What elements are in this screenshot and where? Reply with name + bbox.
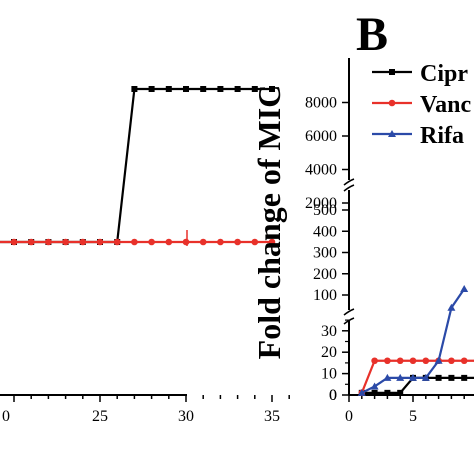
panel-b-y-tick-label: 300 <box>313 245 337 262</box>
panel-a-series-1-point <box>62 238 69 246</box>
panel-b-series-rifa-point <box>447 303 456 311</box>
panel-a-x-tick-label: 30 <box>178 408 194 425</box>
panel-b-y-tick-label: 0 <box>329 387 337 404</box>
panel-b-y-tick-label: 200 <box>313 266 337 283</box>
legend-entry-label: Rifa <box>420 123 464 149</box>
panel-b-y-tick-label: 6000 <box>305 128 337 145</box>
panel-a-series-0-point <box>165 86 172 92</box>
panel-a-series-1-point <box>165 238 173 246</box>
panel-b-series-cipr-point <box>435 374 442 381</box>
panel-b-y-tick-label: 500 <box>313 202 337 219</box>
panel-a-series-1-point <box>217 238 224 246</box>
panel-b-series-rifa-point <box>370 382 379 390</box>
panel-b-series-cipr-point <box>461 374 468 381</box>
panel-a-series-1-point <box>131 238 138 246</box>
panel-a-x-tick-label: 35 <box>264 408 280 425</box>
panel-a-series-1-point <box>251 238 259 246</box>
legend-swatch-marker <box>388 99 396 107</box>
panel-b-series-vanc-point <box>422 357 430 365</box>
panel-b-legend: Cipr Vanc Rifa <box>372 61 471 149</box>
panel-b-series-vanc-point <box>371 357 378 365</box>
legend-entry-label: Cipr <box>420 61 468 87</box>
legend-swatch-marker <box>389 69 395 75</box>
panel-b-series-cipr-point <box>371 389 378 396</box>
panel-b-y-tick-label: 10 <box>321 366 337 383</box>
panel-b-chart: 0102030100200300400500200040006000800000… <box>305 58 474 425</box>
panel-b-y-tick-label: 400 <box>313 223 337 240</box>
panel-a-series-1-point <box>27 238 35 246</box>
panel-a-series-1-point <box>148 238 155 246</box>
panel-a-series-1-point <box>45 238 52 246</box>
panel-a-series-1-point <box>182 238 190 246</box>
panel-a-series-0-point <box>269 86 275 92</box>
panel-b-series-rifa-point <box>396 373 405 381</box>
panel-a-x-tick-label: 0 <box>2 408 10 425</box>
panel-b-series-vanc-point <box>384 357 391 365</box>
panel-b-series-rifa-point <box>434 356 443 364</box>
panel-b-x-tick-label: 5 <box>409 408 417 425</box>
panel-b-series-rifa-point <box>409 373 417 381</box>
panel-a-series-1-point <box>79 238 87 246</box>
panel-b-series-vanc-point <box>396 357 404 365</box>
panel-a-series-0-line <box>0 87 272 244</box>
panel-a-series-0-point <box>234 86 241 92</box>
panel-b-y-tick-label: 8000 <box>305 95 337 112</box>
panel-b-series-vanc-point <box>409 357 417 365</box>
panel-b-axis-break <box>343 178 355 192</box>
panel-b-series-rifa-point <box>460 285 469 293</box>
panel-a-series-0-point <box>251 86 258 92</box>
panel-a-series-0-point <box>217 86 224 92</box>
panel-b-y-tick-label: 4000 <box>305 162 337 179</box>
panel-b-series-vanc-point <box>448 357 455 365</box>
panel-b-series-rifa-point <box>357 388 366 396</box>
panel-a-series-1-point <box>268 238 276 246</box>
panel-b-y-tick-label: 2000 <box>305 195 337 212</box>
panel-a-chart: 0 25 30 35 <box>0 86 290 425</box>
panel-b-y-tick-label: 100 <box>313 287 337 304</box>
panel-b-y-tick-label: 0 <box>329 387 337 404</box>
panel-b-series-cipr-line <box>361 376 474 394</box>
panel-a-series-1-point <box>199 238 207 246</box>
panel-a-x-tick-label: 25 <box>92 408 108 425</box>
panel-a-series-1-point <box>113 238 121 246</box>
panel-a-series-0-point <box>148 86 155 92</box>
panel-b-y-tick-label: 30 <box>321 323 337 340</box>
panel-b-series-vanc-point <box>460 357 468 365</box>
panel-a-series-1-point <box>234 238 241 246</box>
panel-a-series-0-point <box>183 86 189 92</box>
panel-b-label: B <box>356 8 388 61</box>
panel-b-series-cipr-point <box>448 374 455 381</box>
panel-b-y-tick-label: 20 <box>321 344 337 361</box>
legend-swatch-marker <box>388 130 396 137</box>
panel-a-series-0-point <box>200 86 207 92</box>
panel-b-x-tick-label: 0 <box>345 408 353 425</box>
panel-b-y-axis-label: Fold change of MIC <box>251 85 287 360</box>
panel-a-series-0-point <box>131 86 138 92</box>
panel-b-series-cipr-point <box>397 389 404 396</box>
panel-b-series-rifa-point <box>421 373 430 381</box>
panel-a-series-1-point <box>96 238 104 246</box>
panel-a-series-1-point <box>10 238 18 246</box>
legend-entry-label: Vanc <box>420 92 471 118</box>
panel-b-series-rifa-point <box>383 373 392 381</box>
panel-b-series-cipr-point <box>384 389 391 396</box>
